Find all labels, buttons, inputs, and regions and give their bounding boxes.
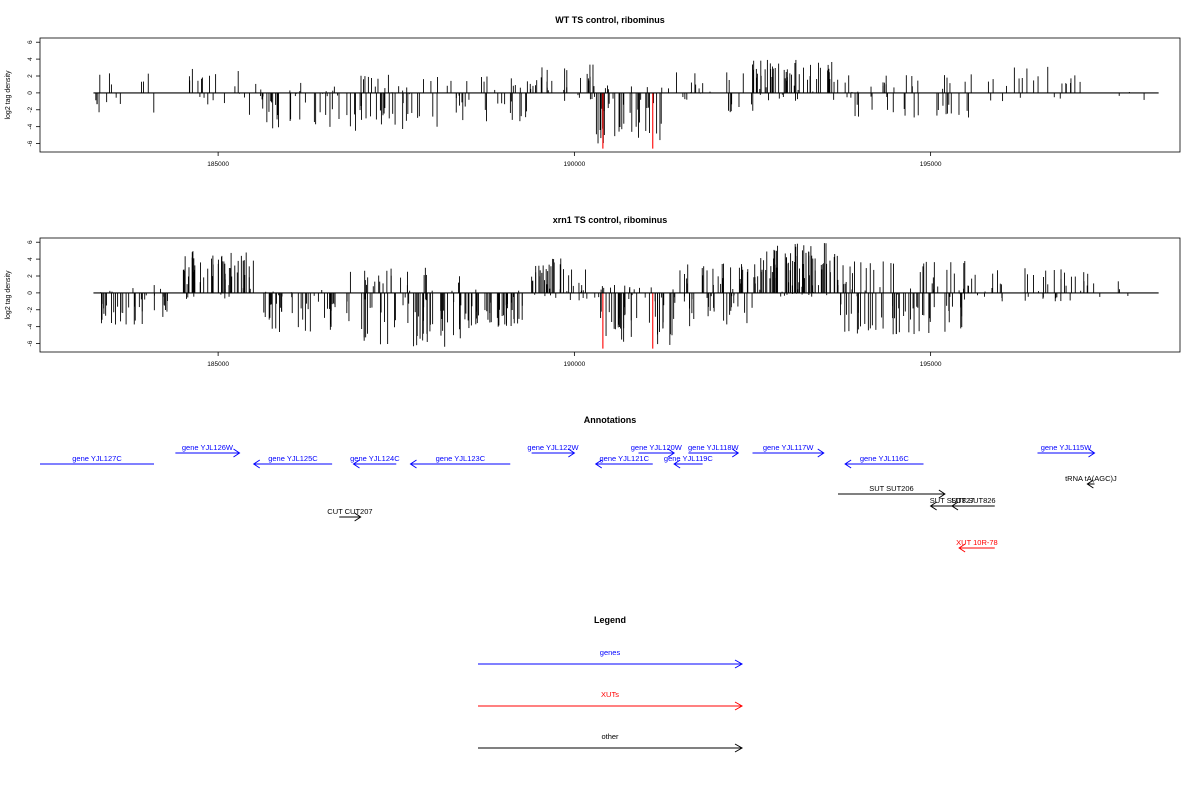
y-tick-label: -6 <box>27 140 34 146</box>
feature-label: gene YJL126W <box>182 443 234 452</box>
legend-arrowhead <box>734 743 744 753</box>
annotation-features: gene YJL127C gene YJL126W gene YJL125C gene… <box>40 443 1117 553</box>
xrn1-plot-frame <box>39 237 1181 353</box>
x-tick-label: 190000 <box>564 161 586 168</box>
feature-label: gene YJL120W <box>631 443 683 452</box>
y-tick-label: 6 <box>27 40 34 44</box>
feature-label: gene YJL116C <box>860 454 910 463</box>
feature-label: gene YJL122W <box>527 443 579 452</box>
feature-arrowhead <box>929 501 937 511</box>
feature-label: SUT SUT826 <box>951 496 995 505</box>
xrn1-panel-title: xrn1 TS control, ribominus <box>553 215 668 225</box>
x-tick-label: 190000 <box>564 361 586 368</box>
x-tick-label: 195000 <box>920 161 942 168</box>
x-tick-label: 195000 <box>920 361 942 368</box>
feature-arrowhead <box>252 459 261 469</box>
feature-arrowhead <box>731 448 740 458</box>
feature-label: gene YJL127C <box>72 454 122 463</box>
feature-label: SUT SUT827 <box>930 496 974 505</box>
feature-label: gene YJL125C <box>268 454 318 463</box>
feature-arrowhead <box>233 448 241 458</box>
wt-plot-frame <box>39 37 1181 153</box>
y-tick-label: -4 <box>27 323 34 329</box>
feature-arrowhead <box>409 459 417 469</box>
feature-arrowhead <box>951 501 959 511</box>
feature-label: gene YJL124C <box>350 454 400 463</box>
y-tick-label: 2 <box>27 74 34 78</box>
x-tick-label: 185000 <box>207 161 229 168</box>
feature-arrowhead <box>938 489 946 499</box>
feature-label: gene YJL123C <box>436 454 486 463</box>
y-tick-label: -6 <box>27 340 34 346</box>
legend: Legend genes XUTs other <box>478 615 744 753</box>
feature-label: SUT SUT206 <box>869 484 913 493</box>
feature-label: gene YJL121C <box>600 454 650 463</box>
feature-label: CUT CUT207 <box>327 507 372 516</box>
y-tick-label: 0 <box>27 91 34 95</box>
xrn1-coverage-bars <box>100 243 1129 349</box>
xrn1-y-axis-label: log2 tag density <box>5 270 12 320</box>
wt-axes: 6 4 2 0 -2 -4 -6 185000 190000 195000 <box>27 40 1159 168</box>
feature-label: tRNA tA(AGC)J <box>1065 474 1117 483</box>
feature-arrowhead <box>673 459 681 469</box>
legend-arrowhead <box>734 659 744 669</box>
wt-panel-title: WT TS control, ribominus <box>555 15 665 25</box>
feature-arrowhead <box>667 448 676 458</box>
feature-label: gene YJL118W <box>688 443 740 452</box>
legend-label: genes <box>600 648 621 657</box>
feature-arrowhead <box>1088 448 1096 458</box>
y-tick-label: 4 <box>27 257 34 261</box>
y-tick-label: 0 <box>27 291 34 295</box>
feature-label: gene YJL119C <box>664 454 714 463</box>
feature-label: gene YJL115W <box>1041 443 1093 452</box>
y-tick-label: -4 <box>27 123 34 129</box>
feature-arrowhead <box>354 512 362 522</box>
legend-title: Legend <box>594 615 626 625</box>
feature-arrowhead <box>594 459 603 469</box>
wt-coverage-bars <box>95 59 1145 149</box>
y-tick-label: -2 <box>27 107 34 113</box>
feature-label: XUT 10R-78 <box>956 538 998 547</box>
feature-arrowhead <box>352 459 360 469</box>
wt-y-axis-label: log2 tag density <box>5 70 12 120</box>
y-tick-label: -2 <box>27 307 34 313</box>
feature-arrowhead <box>1086 479 1094 489</box>
xrn1-axes: 6 4 2 0 -2 -4 -6 185000 190000 195000 <box>27 240 1159 368</box>
y-tick-label: 4 <box>27 57 34 61</box>
feature-arrowhead <box>958 543 966 553</box>
legend-label: XUTs <box>601 690 619 699</box>
legend-items: genes XUTs other <box>478 648 744 753</box>
wt-coverage-panel: WT TS control, ribominus log2 tag densit… <box>5 15 1181 168</box>
legend-arrowhead <box>734 701 744 711</box>
feature-arrowhead <box>844 459 852 469</box>
legend-label: other <box>601 732 619 741</box>
feature-arrowhead <box>817 448 825 458</box>
feature-arrowhead <box>568 448 576 458</box>
annotations-title: Annotations <box>584 415 637 425</box>
x-tick-label: 185000 <box>207 361 229 368</box>
y-tick-label: 6 <box>27 240 34 244</box>
y-tick-label: 2 <box>27 274 34 278</box>
xrn1-coverage-panel: xrn1 TS control, ribominus log2 tag dens… <box>5 215 1181 368</box>
feature-label: gene YJL117W <box>763 443 815 452</box>
